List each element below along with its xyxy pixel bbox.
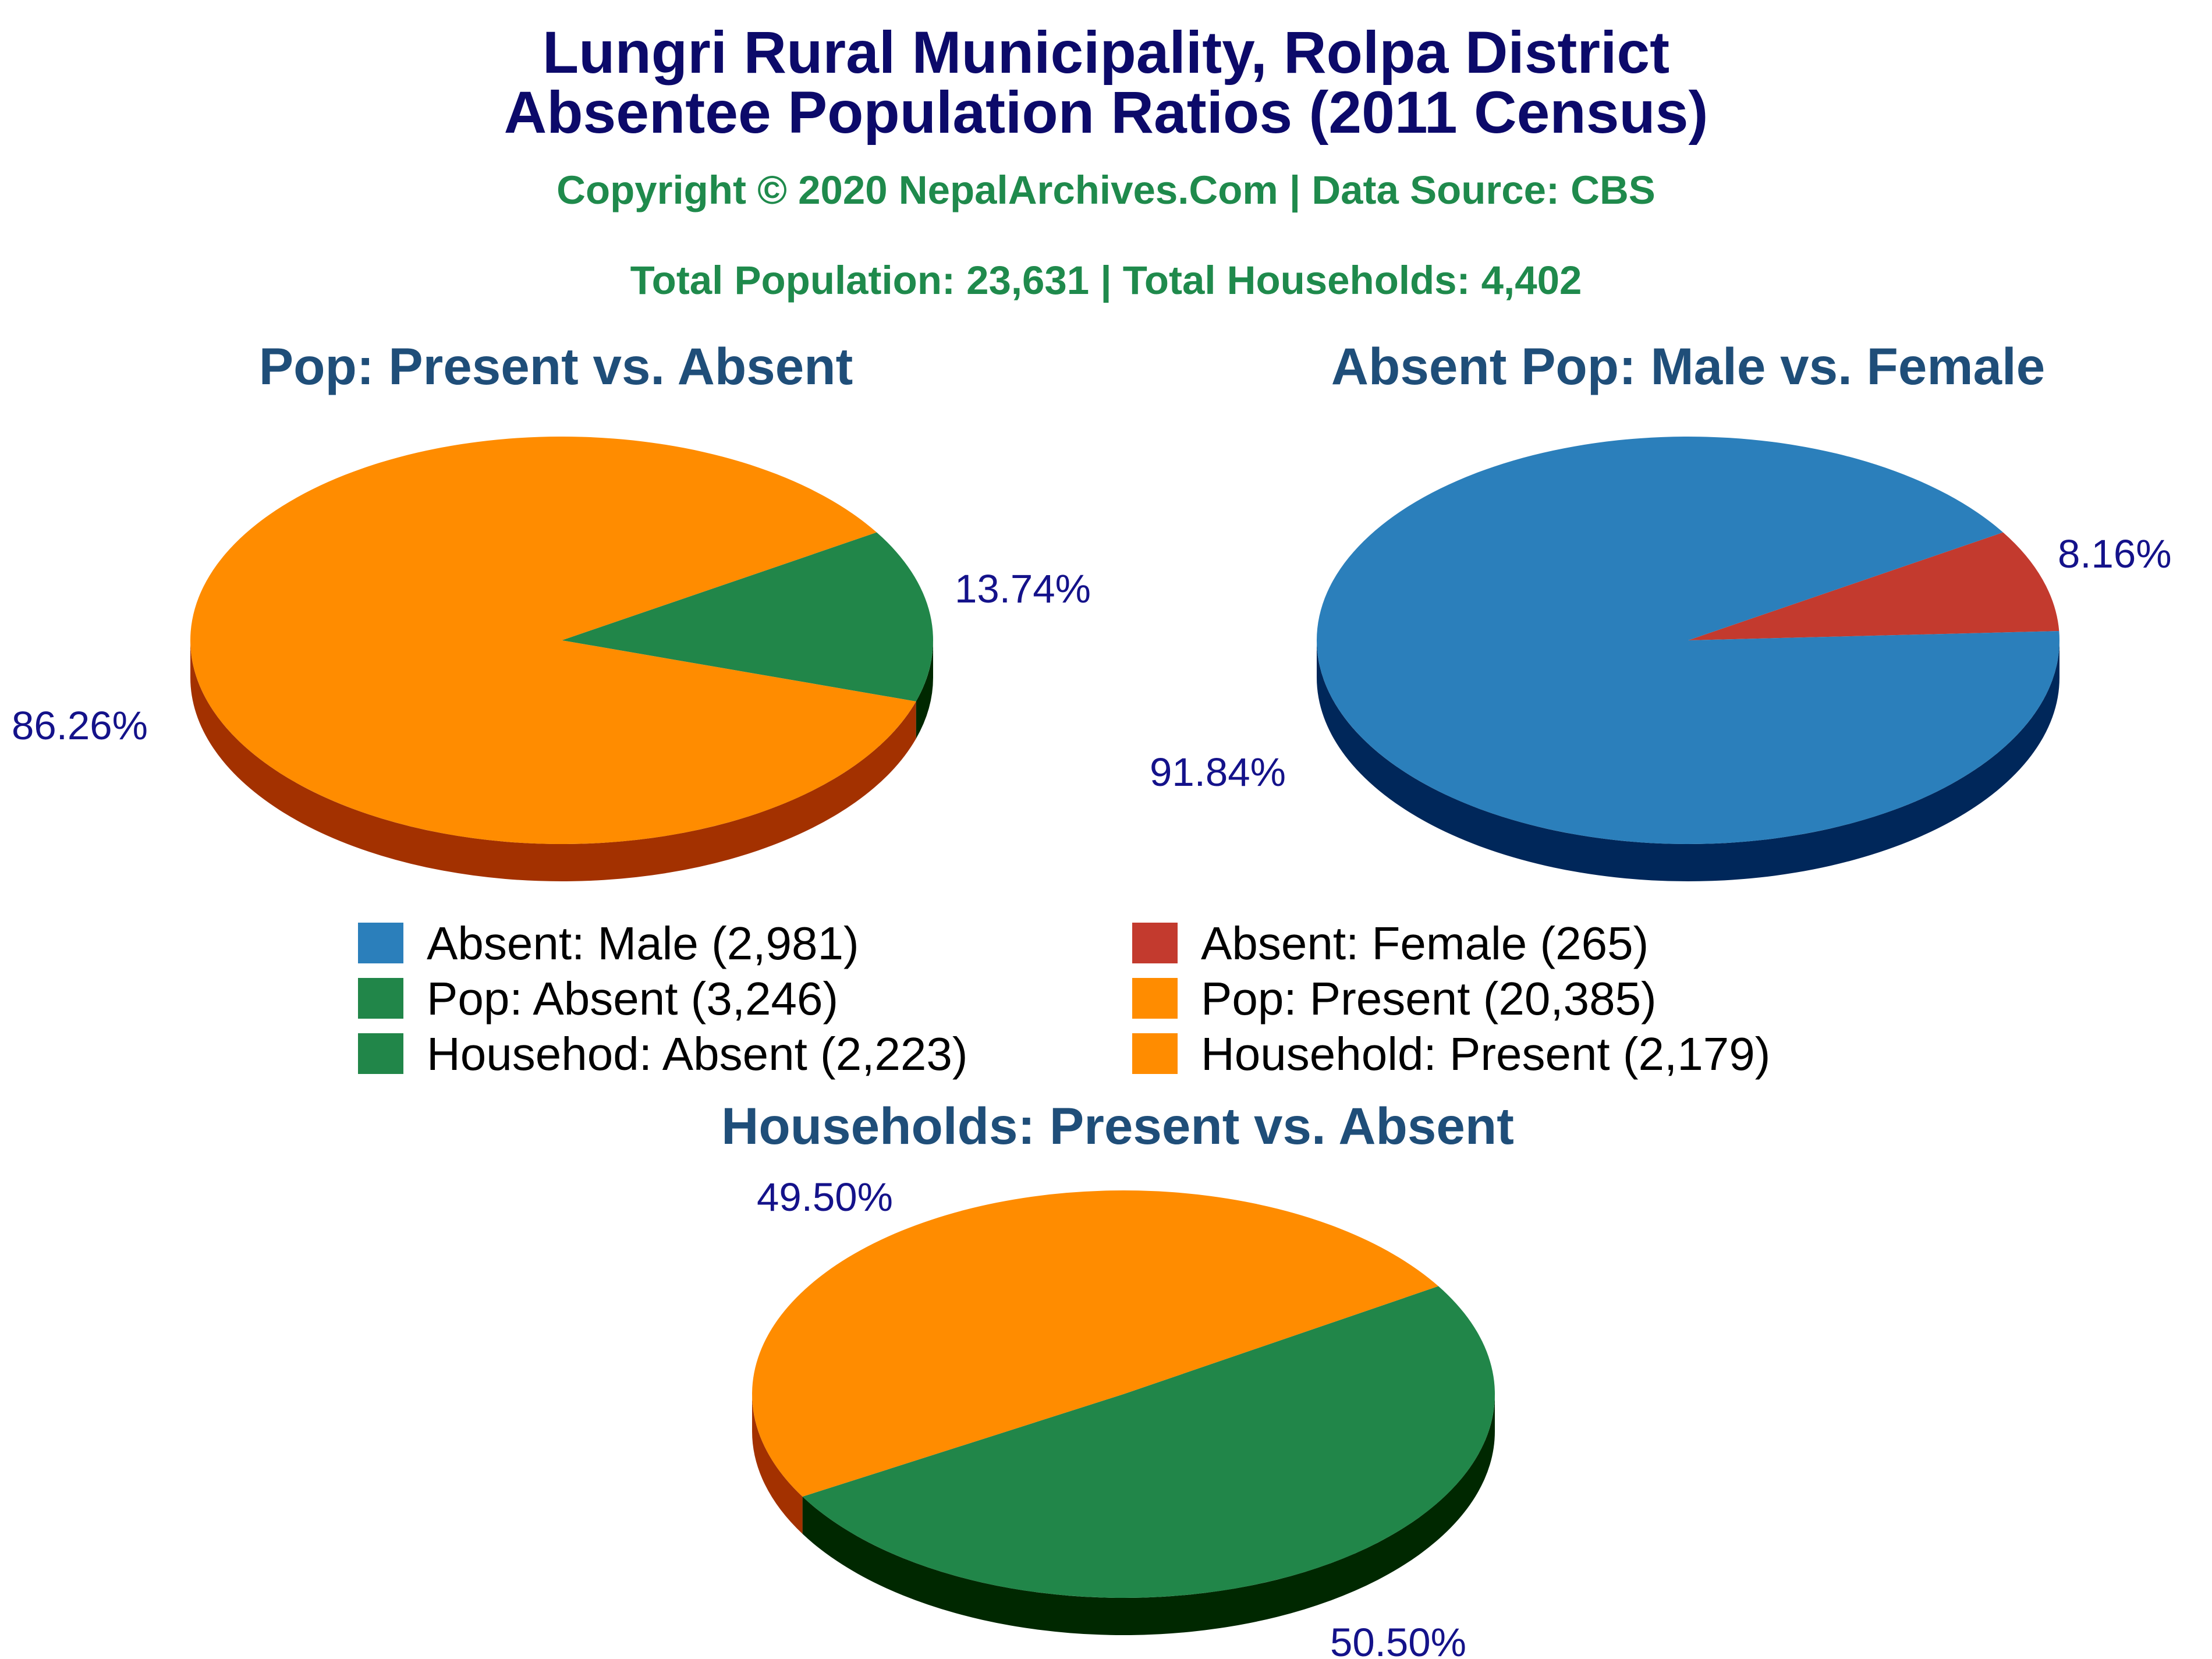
pie-1-slice-0-label: 8.16% [2058, 531, 2172, 576]
pie-2-slice-1-side [752, 1394, 803, 1534]
legend-label-5: Household: Present (2,179) [1201, 1028, 1770, 1080]
legend-label-3: Pop: Present (20,385) [1201, 973, 1657, 1025]
legend-swatch-2 [358, 978, 403, 1019]
pie-2-slice-0-side [802, 1394, 1495, 1636]
legend-label-4: Househod: Absent (2,223) [427, 1028, 968, 1080]
pie-0-slice-1-label: 86.26% [12, 703, 148, 748]
pie-chart-absent-gender: Absent Pop: Male vs. Female 8.16% 91.84% [1150, 337, 2172, 881]
pie-0-slice-1 [190, 437, 916, 844]
pie-title-households: Households: Present vs. Absent [721, 1097, 1514, 1155]
legend-swatch-5 [1132, 1033, 1178, 1074]
pie-2-slice-1-label: 49.50% [757, 1175, 893, 1220]
pie-chart-population: Pop: Present vs. Absent 13.74% 86.26% [12, 337, 1091, 881]
pie-2-slice-0-label: 50.50% [1330, 1620, 1466, 1659]
pie-1-slice-1 [1316, 436, 2059, 844]
legend-label-0: Absent: Male (2,981) [427, 917, 859, 969]
pie-1-slice-1-label: 91.84% [1150, 750, 1286, 795]
legend-swatch-1 [1132, 923, 1178, 963]
pie-0-slice-0 [562, 532, 933, 701]
pie-2-slice-1 [752, 1190, 1439, 1497]
legend-swatch-0 [358, 923, 403, 963]
legend-label-1: Absent: Female (265) [1201, 917, 1649, 969]
pie-title-population: Pop: Present vs. Absent [259, 337, 853, 395]
legend-swatch-4 [358, 1033, 403, 1074]
pie-2-slice-0 [802, 1286, 1495, 1598]
pie-title-absent-gender: Absent Pop: Male vs. Female [1331, 337, 2046, 395]
totals-line: Total Population: 23,631 | Total Househo… [630, 258, 1582, 303]
legend-label-2: Pop: Absent (3,246) [427, 973, 838, 1025]
legend: Absent: Male (2,981) Absent: Female (265)… [358, 917, 1770, 1080]
pie-0-slice-0-label: 13.74% [955, 566, 1091, 611]
pie-1-slice-1-side [1317, 640, 2059, 881]
pie-chart-households: Households: Present vs. Absent 50.50% 49.… [721, 1097, 1514, 1659]
figure-title-line2: Absentee Population Ratios (2011 Census) [504, 79, 1708, 146]
legend-swatch-3 [1132, 978, 1178, 1019]
pie-0-slice-0-side [916, 640, 933, 739]
copyright-line: Copyright © 2020 NepalArchives.Com | Dat… [556, 168, 1656, 213]
pie-1-slice-0 [1688, 532, 2059, 640]
pie-0-slice-1-side [190, 640, 916, 881]
figure-title-line1: Lungri Rural Municipality, Rolpa Distric… [543, 19, 1669, 86]
